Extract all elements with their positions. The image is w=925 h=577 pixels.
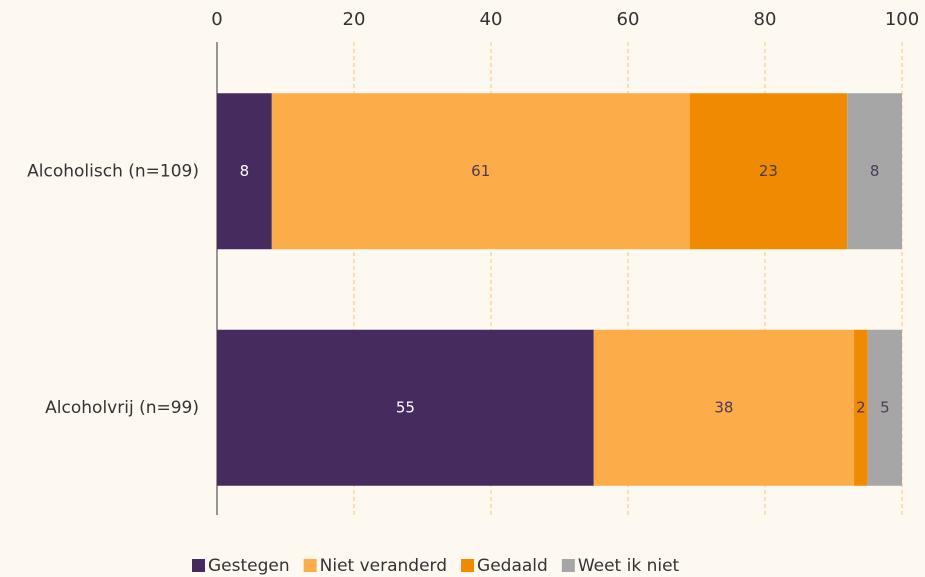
legend-label: Gedaald [477, 556, 548, 576]
data-label: 8 [870, 162, 880, 180]
legend-label: Gestegen [208, 556, 290, 576]
bar-segment [847, 93, 902, 250]
legend-swatch [303, 559, 317, 572]
data-label: 23 [759, 162, 778, 180]
y-tick-label: Alcoholvrij (n=99) [45, 398, 199, 418]
bar-segment [854, 329, 868, 486]
bar-segment [867, 329, 902, 486]
bar-segment [689, 93, 848, 250]
bar-segment [217, 329, 594, 486]
x-tick-label: 60 [617, 9, 640, 30]
x-tick-label: 0 [211, 9, 222, 30]
legend-swatch [192, 559, 205, 572]
data-label: 5 [880, 398, 890, 416]
x-tick-label: 100 [885, 9, 919, 30]
y-tick-label: Alcoholisch (n=109) [27, 161, 199, 181]
data-label: 2 [856, 398, 866, 416]
data-label: 38 [714, 398, 733, 416]
x-tick-label: 40 [480, 9, 503, 30]
legend-swatch [461, 559, 475, 572]
legend-swatch [561, 559, 575, 572]
data-label: 55 [396, 398, 415, 416]
legend-label: Niet veranderd [320, 556, 447, 576]
bar-segment [593, 329, 855, 486]
x-tick-label: 80 [754, 9, 777, 30]
data-label: 61 [471, 162, 490, 180]
legend-label: Weet ik niet [578, 556, 680, 576]
bar-segment [271, 93, 690, 250]
bar-segment [217, 93, 272, 250]
data-label: 8 [240, 162, 250, 180]
x-tick-label: 20 [343, 9, 366, 30]
